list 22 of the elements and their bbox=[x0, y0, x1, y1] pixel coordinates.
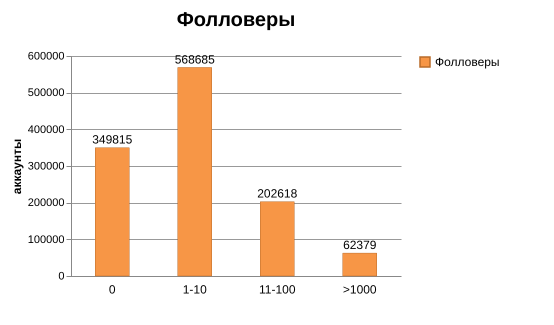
y-tick-label: 400000 bbox=[28, 124, 64, 136]
data-label: 349815 bbox=[92, 132, 133, 147]
x-tick-label: 0 bbox=[108, 282, 116, 296]
bar bbox=[342, 252, 377, 276]
y-tick-label: 100000 bbox=[28, 234, 64, 246]
x-tick-label: 1-10 bbox=[182, 282, 208, 296]
bar bbox=[95, 147, 130, 276]
legend-label: Фолловеры bbox=[435, 55, 500, 69]
bar bbox=[260, 201, 294, 276]
y-tick-label: 200000 bbox=[28, 197, 64, 210]
x-tick-label: >1000 bbox=[342, 282, 377, 296]
y-tick-label: 0 bbox=[58, 270, 64, 282]
data-label: 202618 bbox=[257, 186, 298, 201]
y-tick-label: 300000 bbox=[28, 160, 64, 172]
y-tick-label: 500000 bbox=[28, 87, 64, 100]
data-label: 568685 bbox=[174, 52, 216, 66]
x-tick-label: 11-100 bbox=[259, 282, 296, 296]
y-tick-label: 600000 bbox=[28, 50, 64, 62]
bar bbox=[178, 67, 212, 276]
y-axis-title: аккаунты bbox=[10, 138, 24, 194]
data-label: 62379 bbox=[343, 238, 377, 252]
chart-title: Фолловеры bbox=[176, 9, 296, 31]
